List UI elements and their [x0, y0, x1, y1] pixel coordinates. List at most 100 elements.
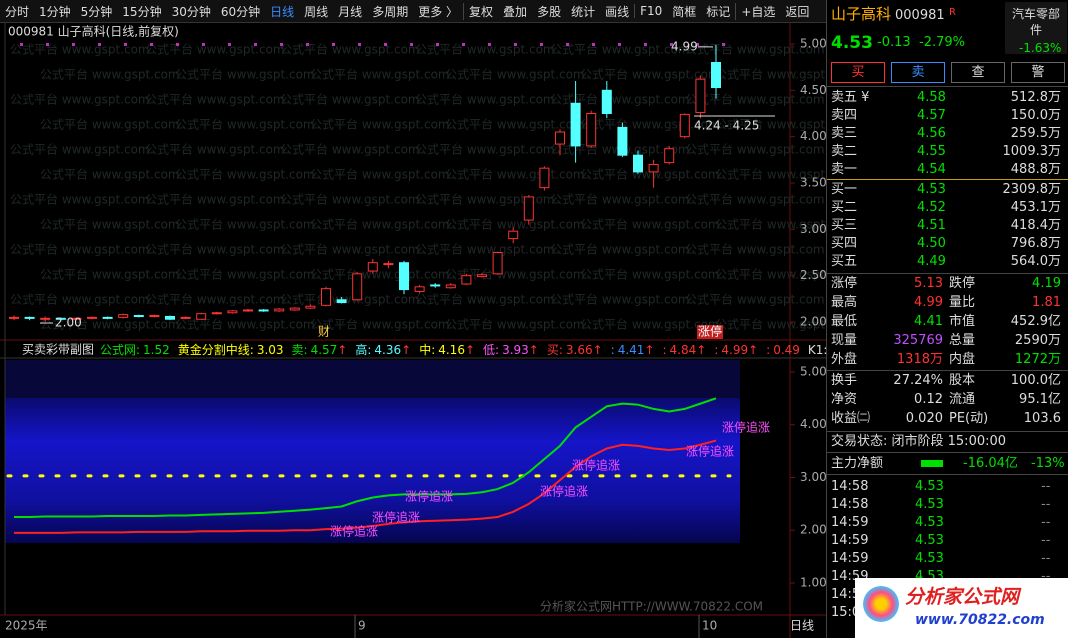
- watermark: 公式平台 www.gspt.com: [715, 117, 826, 132]
- panel-text: --: [1041, 479, 1051, 494]
- legend-label: 黄金分割中线:: [178, 342, 254, 357]
- legend-label: 卖:: [292, 343, 308, 357]
- candle-body: [165, 315, 175, 320]
- dot: [722, 43, 725, 46]
- panel-text: 外盘: [831, 352, 858, 367]
- panel-text: 14:58: [831, 497, 869, 512]
- candle-body: [399, 262, 409, 291]
- panel-text: -2.79%: [919, 35, 965, 50]
- toolbar-item[interactable]: 分时: [5, 4, 30, 19]
- low-annotation: 2.00: [55, 316, 82, 330]
- legend-arrow: ↑: [748, 343, 758, 357]
- watermark: 公式平台 www.gspt.com: [445, 267, 585, 282]
- toolbar-item[interactable]: 月线: [338, 4, 363, 19]
- legend-label: :: [714, 343, 718, 357]
- panel-text: 103.6: [1023, 411, 1061, 426]
- legend-value: 3.93: [502, 343, 529, 357]
- watermark: 公式平台 www.gspt.com: [580, 167, 720, 182]
- toolbar-item[interactable]: 画线: [605, 4, 630, 19]
- panel-text: 5.13: [914, 276, 943, 291]
- signal-label: 涨停追涨: [686, 444, 734, 459]
- candle-body: [695, 78, 706, 114]
- candle-body: [664, 148, 675, 164]
- watermark: 公式平台 www.gspt.com: [145, 292, 285, 307]
- watermark: 公式平台 www.gspt.com: [415, 292, 555, 307]
- panel-text: 分析家公式网: [905, 586, 1020, 608]
- panel-text: 换手: [831, 373, 858, 388]
- legend-arrow: ↑: [337, 343, 347, 357]
- rule: [827, 273, 1068, 274]
- candle-body: [133, 315, 144, 318]
- toolbar-item[interactable]: 5分钟: [80, 4, 113, 19]
- watermark: 公式平台 www.gspt.com: [175, 267, 315, 282]
- legend-label: :: [663, 343, 667, 357]
- toolbar-item[interactable]: 15分钟: [122, 4, 162, 19]
- candle-body: [336, 299, 347, 304]
- y-tick-label: 5.00: [800, 36, 826, 50]
- dot: [150, 43, 153, 46]
- panel-text: 最高: [831, 295, 858, 310]
- dot: [462, 43, 465, 46]
- panel-text: 4.53: [831, 33, 873, 53]
- toolbar-item[interactable]: 标记: [706, 4, 731, 19]
- panel-text: 4.58: [917, 90, 946, 105]
- dot: [670, 43, 673, 46]
- toolbar-item[interactable]: 更多 〉: [418, 4, 459, 19]
- toolbar-item[interactable]: 30分钟: [171, 4, 211, 19]
- toolbar-item[interactable]: 1分钟: [39, 4, 71, 19]
- toolbar-item[interactable]: 简框: [672, 4, 697, 19]
- dot: [176, 43, 179, 46]
- toolbar-item[interactable]: 60分钟: [220, 4, 261, 19]
- toolbar-item[interactable]: 叠加: [503, 4, 528, 19]
- panel-text: 跌停: [949, 276, 976, 291]
- toolbar-item[interactable]: F10: [634, 4, 667, 18]
- watermark: 公式平台 www.gspt.com: [415, 92, 555, 107]
- trade-button[interactable]: 查: [951, 62, 1005, 83]
- toolbar-item[interactable]: 周线: [304, 4, 329, 19]
- panel-text: 市值: [949, 314, 976, 329]
- candle-body: [40, 317, 51, 320]
- trade-button[interactable]: 卖: [891, 62, 945, 83]
- toolbar-item[interactable]: 返回: [785, 4, 810, 19]
- legend-label: 低:: [483, 343, 499, 357]
- band-bg: [5, 360, 740, 400]
- candle-body: [71, 317, 82, 320]
- rule: [827, 86, 1068, 87]
- trade-button[interactable]: 警: [1011, 62, 1065, 83]
- legend-value: 4.84: [670, 343, 697, 357]
- watermark: 公式平台 www.gspt.com: [685, 42, 825, 57]
- legend-arrow: ↑: [401, 343, 411, 357]
- legend-value: 3.03: [257, 343, 284, 357]
- candle-body: [24, 316, 35, 319]
- panel-text: 量比: [949, 295, 976, 310]
- watermark: 公式平台 www.gspt.com: [175, 217, 315, 232]
- toolbar-item[interactable]: 复权: [463, 2, 498, 20]
- legend-label: :: [766, 343, 770, 357]
- panel-text: 现量: [831, 333, 858, 348]
- trade-button[interactable]: 买: [831, 62, 885, 83]
- watermark: 公式平台 www.gspt.com: [175, 67, 315, 82]
- watermark: 公式平台 www.gspt.com: [145, 92, 285, 107]
- toolbar-item[interactable]: +自选: [735, 2, 780, 20]
- toolbar-item[interactable]: 统计: [571, 4, 596, 19]
- panel-text: 主力净额: [831, 456, 884, 471]
- legend-arrow: ↑: [644, 343, 654, 357]
- dot: [488, 43, 491, 46]
- candle-body: [570, 102, 581, 147]
- toolbar-item[interactable]: 多股: [537, 4, 562, 19]
- band-line: [14, 439, 717, 534]
- candle-body: [274, 308, 285, 312]
- panel-text: 买一: [831, 182, 858, 197]
- candle-body: [601, 89, 612, 114]
- watermark: 公式平台 www.gspt.com: [715, 267, 826, 282]
- rule: [827, 452, 1068, 453]
- toolbar-item[interactable]: 多周期: [372, 4, 409, 19]
- period-label: 日线: [790, 619, 814, 633]
- legend-value: 4.36: [374, 343, 401, 357]
- panel-text: 4.50: [917, 236, 946, 251]
- panel-text: 14:59: [831, 551, 869, 566]
- rule: [827, 179, 1068, 180]
- panel-text: 418.4万: [1010, 218, 1061, 233]
- toolbar-item[interactable]: 日线: [270, 4, 295, 19]
- panel-text: 4.53: [915, 533, 944, 548]
